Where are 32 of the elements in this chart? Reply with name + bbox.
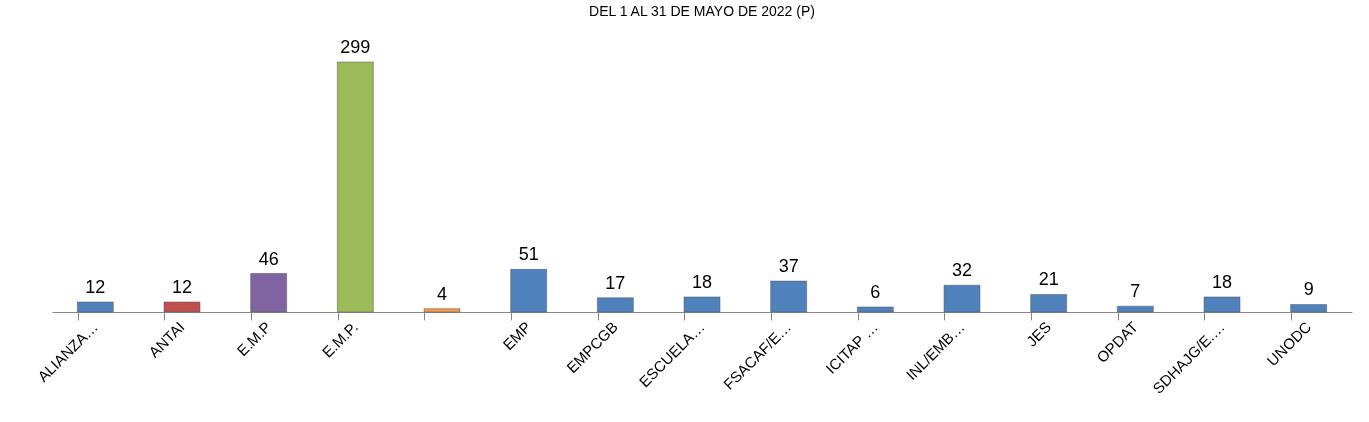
data-label: 4 bbox=[436, 283, 448, 304]
bar bbox=[337, 61, 374, 313]
data-label: 46 bbox=[258, 248, 279, 269]
data-label: 7 bbox=[1130, 281, 1141, 302]
data-label: 18 bbox=[1211, 271, 1233, 292]
bar bbox=[77, 301, 114, 313]
bar bbox=[770, 280, 807, 313]
bar bbox=[1290, 304, 1327, 313]
data-label: 9 bbox=[1303, 279, 1314, 300]
data-label: 18 bbox=[691, 271, 713, 292]
data-label: 6 bbox=[870, 281, 881, 302]
x-tick-label: JES bbox=[1022, 318, 1055, 350]
data-label: 12 bbox=[171, 276, 193, 297]
data-label: 32 bbox=[951, 260, 973, 281]
data-label: 12 bbox=[85, 276, 106, 297]
bar bbox=[423, 308, 461, 313]
bar bbox=[597, 297, 634, 313]
bar bbox=[1117, 305, 1154, 313]
data-label: 51 bbox=[518, 244, 539, 265]
chart-title: DEL 1 AL 31 DE MAYO DE 2022 (P) bbox=[589, 3, 815, 19]
bar bbox=[250, 273, 287, 313]
bar bbox=[943, 284, 981, 313]
data-label: 37 bbox=[778, 256, 799, 277]
bar bbox=[1030, 294, 1067, 313]
data-label: 21 bbox=[1038, 269, 1059, 290]
data-label: 299 bbox=[340, 37, 371, 57]
bar bbox=[510, 269, 547, 313]
bar bbox=[857, 306, 894, 313]
data-label: 17 bbox=[605, 272, 626, 293]
bar bbox=[163, 301, 201, 313]
bar bbox=[683, 296, 721, 313]
bar bbox=[1203, 296, 1241, 313]
